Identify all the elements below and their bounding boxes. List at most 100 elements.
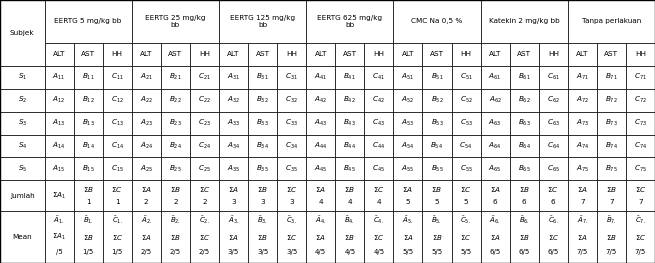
Text: $B_{55}$: $B_{55}$: [430, 164, 443, 174]
Text: 3/5: 3/5: [257, 249, 268, 255]
Bar: [132, 135, 161, 158]
Text: ALT: ALT: [402, 51, 414, 57]
Bar: [422, 158, 451, 180]
Bar: [364, 135, 394, 158]
Text: $A_{14}$: $A_{14}$: [52, 141, 66, 151]
Text: $B_{71}$: $B_{71}$: [605, 72, 618, 82]
Bar: [422, 112, 451, 135]
Text: 2: 2: [144, 199, 149, 205]
Bar: [394, 43, 422, 66]
Bar: [45, 112, 73, 135]
Text: $C_{65}$: $C_{65}$: [547, 164, 560, 174]
Bar: [248, 89, 277, 112]
Text: 4/5: 4/5: [315, 249, 326, 255]
Bar: [103, 66, 132, 89]
Text: 7/5: 7/5: [635, 249, 646, 255]
Text: $\Sigma C$: $\Sigma C$: [286, 232, 297, 241]
Text: 4/5: 4/5: [373, 249, 384, 255]
Text: $\bar{C}_{4.}$: $\bar{C}_{4.}$: [373, 215, 384, 226]
Text: 3/5: 3/5: [286, 249, 297, 255]
Bar: [132, 0, 219, 43]
Text: $\Sigma C$: $\Sigma C$: [635, 185, 646, 194]
Text: $B_{25}$: $B_{25}$: [169, 164, 182, 174]
Bar: [568, 211, 597, 263]
Bar: [481, 211, 510, 263]
Text: $\Sigma A$: $\Sigma A$: [228, 185, 239, 194]
Text: 6: 6: [522, 199, 527, 205]
Bar: [481, 0, 568, 43]
Text: $\bar{B}_{5.}$: $\bar{B}_{5.}$: [432, 215, 443, 226]
Text: $C_{73}$: $C_{73}$: [634, 118, 647, 128]
Text: $S_4$: $S_4$: [18, 141, 27, 151]
Text: $A_{13}$: $A_{13}$: [52, 118, 66, 128]
Text: AST: AST: [343, 51, 357, 57]
Bar: [597, 135, 626, 158]
Text: $B_{75}$: $B_{75}$: [605, 164, 618, 174]
Text: $\bar{A}_{3.}$: $\bar{A}_{3.}$: [228, 215, 239, 226]
Bar: [103, 89, 132, 112]
Bar: [132, 89, 161, 112]
Text: $\Sigma C$: $\Sigma C$: [548, 185, 559, 194]
Text: $C_{15}$: $C_{15}$: [111, 164, 124, 174]
Bar: [45, 66, 73, 89]
Text: $\Sigma B$: $\Sigma B$: [432, 232, 442, 241]
Text: $A_{24}$: $A_{24}$: [140, 141, 153, 151]
Bar: [190, 135, 219, 158]
Text: $\Sigma C$: $\Sigma C$: [198, 232, 210, 241]
Text: 7: 7: [609, 199, 614, 205]
Bar: [190, 180, 219, 211]
Text: $A_{64}$: $A_{64}$: [489, 141, 502, 151]
Text: $B_{73}$: $B_{73}$: [605, 118, 618, 128]
Text: AST: AST: [517, 51, 531, 57]
Text: $C_{74}$: $C_{74}$: [634, 141, 647, 151]
Text: $B_{72}$: $B_{72}$: [605, 95, 618, 105]
Bar: [219, 112, 248, 135]
Bar: [364, 43, 394, 66]
Bar: [132, 211, 161, 263]
Bar: [626, 158, 655, 180]
Text: $\Sigma A$: $\Sigma A$: [577, 232, 588, 241]
Bar: [451, 43, 481, 66]
Bar: [73, 211, 103, 263]
Text: HH: HH: [635, 51, 646, 57]
Bar: [0, 180, 45, 211]
Bar: [277, 158, 306, 180]
Text: $\Sigma A_1$: $\Sigma A_1$: [52, 232, 66, 242]
Text: $C_{13}$: $C_{13}$: [111, 118, 124, 128]
Text: ALT: ALT: [227, 51, 240, 57]
Text: $C_{52}$: $C_{52}$: [460, 95, 472, 105]
Text: $C_{34}$: $C_{34}$: [285, 141, 298, 151]
Bar: [45, 89, 73, 112]
Text: $C_{25}$: $C_{25}$: [198, 164, 211, 174]
Text: $B_{13}$: $B_{13}$: [82, 118, 94, 128]
Bar: [481, 158, 510, 180]
Text: $\bar{B}_{2.}$: $\bar{B}_{2.}$: [170, 215, 181, 226]
Text: 6: 6: [493, 199, 497, 205]
Text: $\Sigma B$: $\Sigma B$: [519, 185, 530, 194]
Bar: [45, 180, 73, 211]
Bar: [161, 89, 190, 112]
Bar: [597, 43, 626, 66]
Bar: [597, 211, 626, 263]
Text: $C_{62}$: $C_{62}$: [547, 95, 560, 105]
Text: $\Sigma C$: $\Sigma C$: [111, 185, 123, 194]
Text: 1/5: 1/5: [111, 249, 123, 255]
Bar: [626, 211, 655, 263]
Text: $B_{65}$: $B_{65}$: [517, 164, 531, 174]
Bar: [306, 211, 335, 263]
Text: $\bar{B}_{3.}$: $\bar{B}_{3.}$: [257, 215, 268, 226]
Text: $A_{62}$: $A_{62}$: [489, 95, 502, 105]
Bar: [422, 89, 451, 112]
Bar: [103, 211, 132, 263]
Text: $B_{31}$: $B_{31}$: [256, 72, 269, 82]
Bar: [568, 158, 597, 180]
Text: $C_{32}$: $C_{32}$: [285, 95, 298, 105]
Text: $\bar{C}_{6.}$: $\bar{C}_{6.}$: [548, 215, 559, 226]
Bar: [538, 112, 568, 135]
Bar: [451, 112, 481, 135]
Text: $\bar{C}_{3.}$: $\bar{C}_{3.}$: [286, 215, 297, 226]
Bar: [190, 158, 219, 180]
Text: $C_{64}$: $C_{64}$: [547, 141, 560, 151]
Bar: [335, 211, 364, 263]
Text: 2/5: 2/5: [141, 249, 152, 255]
